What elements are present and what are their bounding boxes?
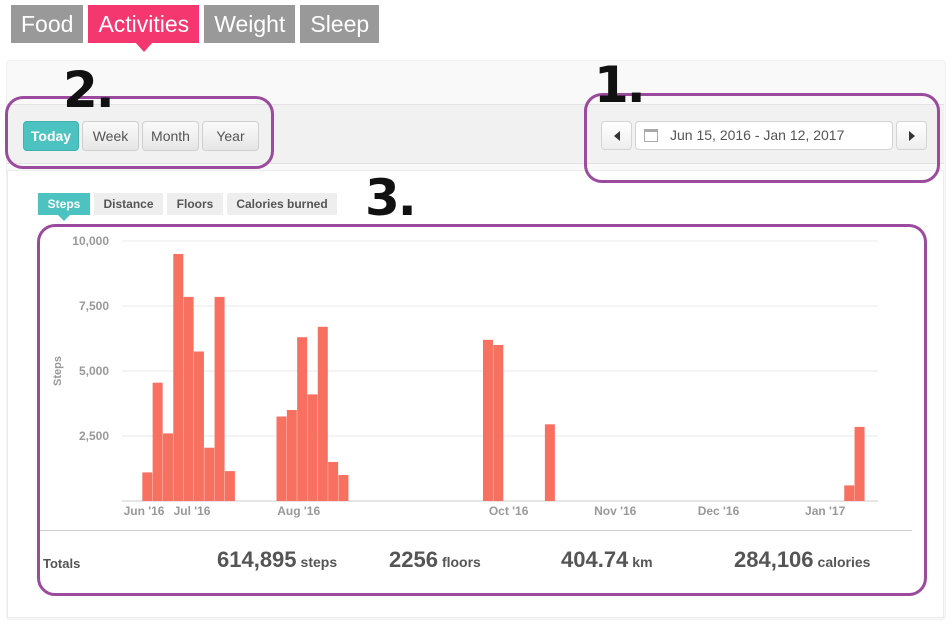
annotation-box-3 <box>37 224 927 596</box>
y-tick-label: 10,000 <box>72 234 109 248</box>
tab-sleep[interactable]: Sleep <box>300 5 380 43</box>
x-tick-label: Dec '16 <box>698 504 740 518</box>
total-value: 614,895 <box>217 547 297 572</box>
y-tick-label: 5,000 <box>79 364 109 378</box>
tab-weight[interactable]: Weight <box>204 5 296 43</box>
bar <box>193 351 204 501</box>
bar <box>276 416 287 501</box>
y-tick-label: 7,500 <box>79 299 109 313</box>
bar <box>844 485 855 501</box>
y-tick-label: 2,500 <box>79 429 109 443</box>
x-tick-label: Jan '17 <box>805 504 846 518</box>
bar <box>297 337 308 501</box>
totals-divider <box>38 530 912 531</box>
annotation-label-2: 2. <box>63 61 115 119</box>
calendar-icon <box>644 129 658 142</box>
x-tick-label: Jun '16 <box>124 504 165 518</box>
annotation-box-2 <box>5 96 274 169</box>
bar <box>286 410 297 501</box>
total-unit: steps <box>300 554 338 570</box>
chevron-right-icon <box>909 131 915 141</box>
total-floors: 2256 floors <box>389 547 481 577</box>
tab-activities[interactable]: Activities <box>88 5 200 52</box>
today-button[interactable]: Today <box>23 121 79 151</box>
bar <box>183 296 194 501</box>
bar <box>224 471 235 501</box>
top-nav: Food Activities Weight Sleep <box>11 5 380 52</box>
total-unit: floors <box>441 554 481 570</box>
bar <box>493 345 504 501</box>
year-button[interactable]: Year <box>202 121 259 151</box>
x-tick-label: Aug '16 <box>277 504 320 518</box>
bar <box>317 326 328 501</box>
next-range-button[interactable] <box>896 121 927 150</box>
total-calories: 284,106 calories <box>734 547 870 577</box>
bar <box>854 426 865 501</box>
bar <box>328 462 339 501</box>
bar <box>152 382 163 501</box>
y-axis-label: Steps <box>52 356 64 386</box>
tab-distance[interactable]: Distance <box>94 193 163 215</box>
tab-floors[interactable]: Floors <box>167 193 223 215</box>
date-range-picker[interactable]: Jun 15, 2016 - Jan 12, 2017 <box>635 121 893 150</box>
bar <box>142 472 153 501</box>
total-distance: 404.74 km <box>561 547 653 577</box>
date-range-text: Jun 15, 2016 - Jan 12, 2017 <box>670 127 845 143</box>
total-value: 284,106 <box>734 547 814 572</box>
x-tick-label: Jul '16 <box>174 504 211 518</box>
total-steps: 614,895 steps <box>217 547 337 577</box>
bar <box>173 254 184 501</box>
totals-label: Totals <box>43 556 81 571</box>
bar <box>162 433 173 501</box>
bar <box>544 424 555 501</box>
chevron-left-icon <box>614 131 620 141</box>
week-button[interactable]: Week <box>82 121 139 151</box>
tab-steps[interactable]: Steps <box>38 193 90 221</box>
annotation-label-3: 3. <box>365 169 417 227</box>
bar <box>482 339 493 501</box>
bar <box>307 394 318 501</box>
annotation-label-1: 1. <box>594 56 646 114</box>
total-value: 2256 <box>389 547 438 572</box>
tab-food[interactable]: Food <box>11 5 84 43</box>
bar <box>204 447 215 501</box>
month-button[interactable]: Month <box>142 121 199 151</box>
previous-range-button[interactable] <box>601 121 632 150</box>
total-unit: calories <box>817 554 871 570</box>
total-unit: km <box>632 554 653 570</box>
bar <box>338 475 349 501</box>
tab-calories-burned[interactable]: Calories burned <box>227 193 337 215</box>
total-value: 404.74 <box>561 547 629 572</box>
x-tick-label: Nov '16 <box>594 504 637 518</box>
chart-card <box>7 170 944 618</box>
x-tick-label: Oct '16 <box>489 504 529 518</box>
bar <box>214 296 225 501</box>
annotation-box-1 <box>584 93 940 183</box>
